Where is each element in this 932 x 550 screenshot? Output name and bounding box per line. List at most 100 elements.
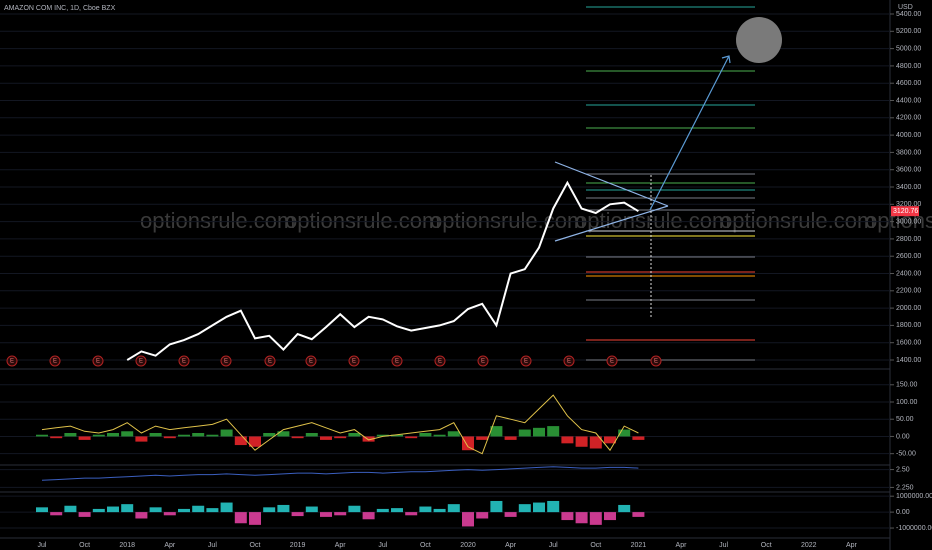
y-tick-label: 0.00: [896, 433, 910, 440]
bar: [107, 506, 119, 513]
series-line: [41, 466, 639, 481]
earnings-badge: [606, 355, 618, 367]
bar: [604, 512, 616, 521]
bar: [533, 502, 545, 513]
bar: [50, 436, 63, 439]
x-tick-label: 2018: [119, 542, 135, 549]
bar: [206, 434, 219, 437]
bar: [419, 506, 432, 513]
bar: [220, 502, 233, 513]
earnings-marker: E: [182, 359, 186, 365]
arrow: [649, 55, 730, 211]
y-tick-label: 3600.00: [896, 167, 921, 174]
earnings-marker: E: [524, 359, 528, 365]
y-tick-label: 2.250: [896, 484, 914, 491]
bar: [277, 504, 290, 513]
symbol-title: AMAZON COM INC, 1D, Cboe BZX: [4, 5, 116, 12]
bar: [64, 505, 77, 513]
bar: [518, 429, 531, 437]
bar: [192, 505, 205, 513]
bar: [362, 436, 375, 442]
bar: [206, 508, 219, 513]
target-circle: [736, 17, 782, 63]
series-line: [41, 394, 639, 455]
y-tick-label: 2400.00: [896, 270, 921, 277]
y-tick-label: 1000000.00: [896, 493, 932, 500]
x-tick-label: Jul: [208, 542, 217, 549]
bar: [547, 500, 560, 513]
bar: [249, 436, 261, 447]
bar: [163, 436, 176, 439]
bar: [405, 436, 418, 439]
bar: [348, 505, 361, 513]
earnings-marker: E: [352, 359, 356, 365]
earnings-marker: E: [309, 359, 313, 365]
x-tick-label: 2021: [631, 542, 647, 549]
earnings-marker: E: [10, 359, 14, 365]
bar: [135, 436, 148, 442]
earnings-marker: E: [654, 359, 658, 365]
x-tick-label: Oct: [250, 542, 261, 549]
bar: [632, 436, 645, 440]
y-tick-label: 3200.00: [896, 201, 921, 208]
bar: [561, 512, 574, 521]
bar: [476, 436, 489, 440]
bar: [433, 508, 446, 513]
bar: [78, 436, 91, 440]
earnings-marker: E: [96, 359, 100, 365]
bar: [36, 434, 48, 437]
x-tick-label: Apr: [846, 542, 858, 549]
earnings-badge: [348, 355, 360, 367]
last-price-box: [891, 206, 919, 217]
earnings-badge: [92, 355, 104, 367]
bar: [504, 436, 517, 440]
bar: [547, 426, 560, 437]
y-tick-label: 3000.00: [896, 218, 921, 225]
earnings-marker: E: [481, 359, 485, 365]
bar: [220, 429, 233, 437]
bar: [490, 426, 503, 437]
earnings-badge: [264, 355, 276, 367]
earnings-marker: E: [53, 359, 57, 365]
y-tick-label: 100.00: [896, 399, 918, 406]
bar: [50, 512, 63, 516]
y-tick-label: -1000000.00: [896, 525, 932, 532]
y-tick-label: 1800.00: [896, 322, 921, 329]
bar: [362, 512, 375, 520]
watermark: optionsrule.com: [430, 208, 585, 233]
earnings-marker: E: [567, 359, 571, 365]
bar: [334, 512, 347, 516]
bar: [192, 433, 205, 437]
watermark: optionsrule.com: [720, 208, 875, 233]
y-tick-label: 4800.00: [896, 63, 921, 70]
x-tick-label: 2019: [290, 542, 306, 549]
x-tick-label: Jul: [549, 542, 558, 549]
watermark: optionsrule.com: [285, 208, 440, 233]
y-tick-label: 2200.00: [896, 288, 921, 295]
y-tick-label: 50.00: [896, 416, 914, 423]
bar: [391, 508, 403, 513]
bar: [447, 431, 460, 437]
bar: [163, 512, 176, 516]
bar: [234, 512, 247, 524]
bar: [149, 507, 162, 513]
x-tick-label: Oct: [79, 542, 90, 549]
arrow-head: [721, 55, 731, 64]
bar: [462, 436, 474, 451]
earnings-badge: [563, 355, 575, 367]
y-tick-label: 1400.00: [896, 357, 921, 364]
currency: USD: [898, 4, 913, 11]
earnings-badge: [650, 355, 662, 367]
earnings-marker: E: [438, 359, 442, 365]
earnings-badge: [477, 355, 489, 367]
earnings-badge: [305, 355, 317, 367]
watermark: optionsrule.com: [575, 208, 730, 233]
y-tick-label: 0.00: [896, 509, 910, 516]
earnings-marker: E: [395, 359, 399, 365]
last-price-label: 3120.76: [893, 208, 918, 215]
x-tick-label: 2022: [801, 542, 817, 549]
trend-line: [554, 205, 669, 242]
bar: [263, 433, 276, 437]
bar: [92, 508, 105, 513]
bar: [121, 504, 134, 513]
